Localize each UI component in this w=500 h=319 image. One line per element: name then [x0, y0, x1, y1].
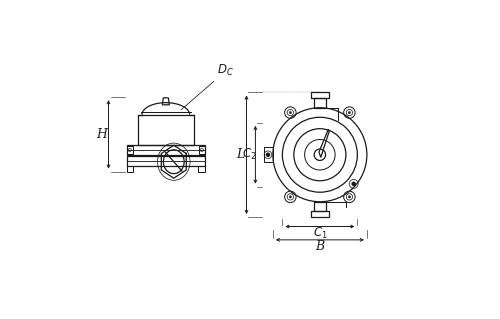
- Text: H: H: [96, 128, 107, 141]
- Bar: [138, 115, 194, 145]
- Circle shape: [348, 196, 350, 198]
- Circle shape: [266, 153, 270, 156]
- Text: $D_C$: $D_C$: [216, 63, 234, 78]
- Bar: [264, 147, 273, 162]
- Bar: [127, 145, 204, 155]
- Bar: [199, 145, 204, 154]
- Bar: [310, 93, 329, 98]
- Text: B: B: [316, 240, 324, 253]
- Bar: [314, 98, 326, 108]
- Text: $C_2$: $C_2$: [242, 147, 257, 162]
- Bar: [198, 166, 204, 172]
- Bar: [127, 156, 204, 166]
- Circle shape: [289, 196, 292, 198]
- Circle shape: [289, 111, 292, 114]
- Text: L: L: [236, 148, 244, 161]
- Circle shape: [348, 111, 350, 114]
- Bar: [314, 202, 326, 211]
- Circle shape: [352, 182, 356, 185]
- Bar: [127, 166, 134, 172]
- Text: $C_1$: $C_1$: [312, 226, 327, 241]
- Bar: [310, 211, 329, 217]
- Bar: [127, 145, 132, 154]
